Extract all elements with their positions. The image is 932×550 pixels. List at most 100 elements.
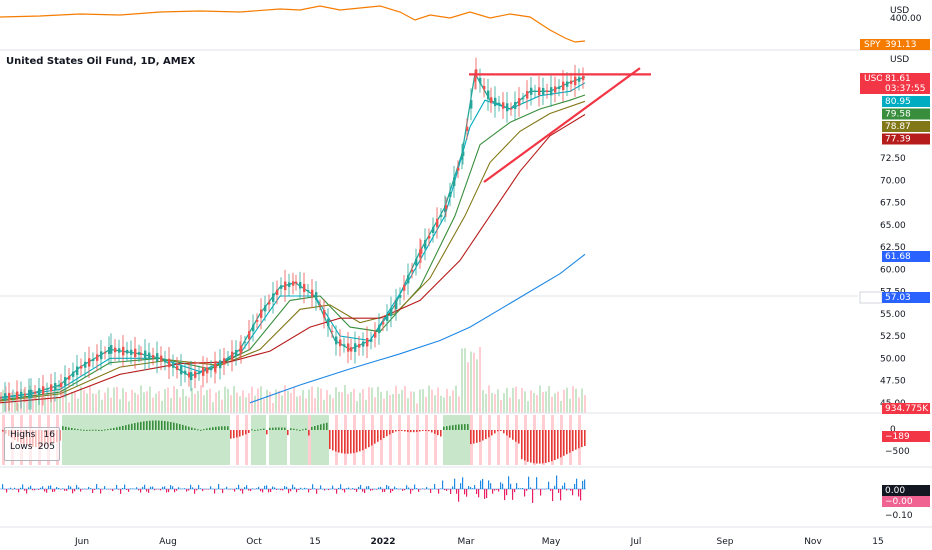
candle-body	[8, 392, 11, 400]
highs-lows-background	[380, 415, 383, 465]
candle-body	[130, 349, 133, 355]
oscillator-bar	[220, 489, 222, 490]
volume-badge: 934.775K	[882, 403, 930, 414]
highs-lows-background	[104, 415, 107, 465]
oscillator-bar	[322, 488, 324, 490]
highs-lows-background	[449, 415, 452, 465]
candle-body	[80, 365, 83, 369]
volume-bar	[74, 392, 76, 413]
oscillator-bar	[418, 489, 420, 492]
highs-lows-background	[71, 415, 74, 465]
highs-lows-bar	[431, 430, 433, 433]
highs-lows-bar	[524, 430, 526, 461]
highs-lows-bar	[221, 426, 223, 430]
time-axis[interactable]: Jun Aug Oct 15 2022 Mar May Jul Sep Nov 15	[74, 537, 884, 547]
avg-badge-label: Avg	[864, 293, 881, 303]
oscillator-bar	[420, 489, 422, 490]
volume-bar	[32, 390, 34, 413]
volume-bar	[119, 399, 121, 413]
oscillator-bar	[436, 489, 438, 490]
oscillator-bar	[440, 488, 442, 489]
candle-body	[68, 376, 71, 380]
price-axis[interactable]: 72.5070.0067.5065.0062.5060.0057.5055.00…	[880, 6, 922, 409]
volume-bar	[440, 395, 442, 413]
candle-body	[58, 385, 61, 387]
highs-lows-bar	[416, 430, 418, 432]
oscillator-bar	[194, 489, 196, 494]
support-trendline[interactable]	[483, 67, 641, 183]
highs-lows-bar	[464, 424, 466, 430]
ma-badge-value: 78.87	[885, 122, 911, 132]
candle-body	[566, 81, 569, 87]
trendline-annotations[interactable]	[469, 67, 651, 183]
highs-lows-bar	[554, 430, 556, 461]
price-tick-label: 50.00	[880, 354, 906, 364]
candle-body	[100, 351, 103, 360]
highs-lows-bar	[80, 429, 82, 431]
candle-body	[462, 151, 465, 156]
highs-lows-background	[437, 415, 440, 465]
highs-lows-bar	[428, 430, 430, 432]
highs-lows-bar	[302, 429, 304, 431]
volume-bar	[530, 390, 532, 413]
highs-lows-background	[512, 415, 515, 465]
volume-bar	[2, 389, 4, 413]
highs-lows-background	[497, 415, 500, 465]
time-tick-label: 15	[872, 537, 883, 547]
highs-lows-bar	[269, 427, 271, 430]
highs-lows-bar	[284, 427, 286, 430]
oscillator-bar	[40, 487, 42, 489]
candle-body	[323, 309, 326, 318]
candle-body	[284, 281, 287, 291]
oscillator-bar	[570, 489, 572, 491]
highs-lows-bar	[257, 429, 259, 431]
oscillator-bar	[128, 489, 130, 492]
highs-lows-background	[224, 415, 227, 465]
candle-body	[34, 391, 37, 394]
highs-lows-bar	[74, 428, 76, 430]
volume-bar	[392, 394, 394, 413]
oscillator-bar	[236, 487, 238, 489]
highs-lows-bar	[488, 430, 490, 438]
oscillator-bar	[180, 488, 182, 490]
candle-body	[483, 85, 486, 90]
volume-bar	[44, 396, 46, 413]
volume-bar	[242, 390, 244, 413]
volume-bar	[290, 393, 292, 413]
candle-body	[538, 87, 541, 96]
volume-bar	[548, 386, 550, 413]
oscillator-bar	[366, 486, 368, 489]
oscillator-bar	[58, 487, 60, 489]
oscillator-bar	[428, 488, 430, 490]
oscillator-bar	[294, 487, 296, 489]
highs-lows-background	[182, 415, 185, 465]
highs-lows-background	[206, 415, 209, 465]
oscillator-bar	[212, 488, 214, 490]
highs-lows-bar	[419, 430, 421, 432]
highs-lows-bar	[338, 430, 340, 453]
candle-body	[144, 350, 147, 359]
volume-bar	[341, 392, 343, 413]
candle-body	[582, 75, 585, 81]
highs-lows-bar	[371, 430, 373, 446]
oscillator-bar	[56, 487, 58, 489]
oscillator-bar	[352, 488, 354, 489]
oscillator-bar	[556, 475, 558, 489]
oscillator-bar	[92, 489, 94, 494]
volume-bar	[497, 389, 499, 413]
oscillator-bar	[262, 489, 264, 493]
candle-body	[235, 349, 238, 356]
volume-bar	[404, 386, 406, 413]
oscillator-bar	[96, 484, 98, 489]
volume-bar	[380, 391, 382, 413]
volume-bar	[29, 385, 31, 413]
volume-bar	[557, 391, 559, 413]
highs-lows-background	[254, 415, 257, 465]
highs-lows-background	[77, 415, 80, 465]
highs-lows-bar	[413, 430, 415, 433]
oscillator-bar	[292, 484, 294, 489]
volume-bar	[179, 397, 181, 413]
volume-bar	[212, 402, 214, 413]
highs-lows-background	[284, 415, 287, 465]
highs-lows-bar	[167, 421, 169, 430]
